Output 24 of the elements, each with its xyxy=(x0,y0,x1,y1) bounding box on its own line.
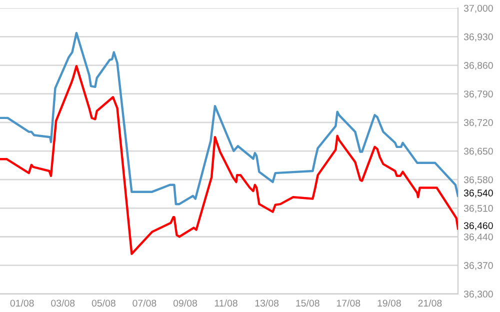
y-tick-label: 36,440 xyxy=(464,233,493,242)
x-tick-label: 15/08 xyxy=(296,299,320,307)
x-tick-label: 01/08 xyxy=(10,299,34,307)
x-tick-label: 03/08 xyxy=(51,299,75,307)
y-tick-label: 36,860 xyxy=(464,62,493,70)
y-tick-label: 36,370 xyxy=(464,262,493,270)
y-tick-label: 36,720 xyxy=(464,119,493,128)
y-tick-label: 36,930 xyxy=(464,33,493,42)
x-tick-label: 09/08 xyxy=(173,299,197,307)
annotation: 36,540 xyxy=(464,190,493,198)
y-tick-label: 36,300 xyxy=(464,290,493,299)
y-tick-label: 36,510 xyxy=(464,204,493,213)
x-tick-label: 07/08 xyxy=(132,299,156,307)
x-tick-label: 05/08 xyxy=(92,299,116,307)
annotation: 36,460 xyxy=(464,222,493,230)
y-tick-label: 36,650 xyxy=(464,148,493,156)
y-tick-label: 36,790 xyxy=(464,90,493,99)
x-tick-label: 11/08 xyxy=(214,299,238,307)
y-tick-label: 37,000 xyxy=(464,4,493,13)
x-tick-label: 13/08 xyxy=(255,299,279,307)
x-tick-label: 19/08 xyxy=(378,299,401,307)
x-tick-label: 21/08 xyxy=(418,299,442,307)
y-tick-label: 36,580 xyxy=(464,176,493,184)
x-tick-label: 17/08 xyxy=(336,299,360,307)
